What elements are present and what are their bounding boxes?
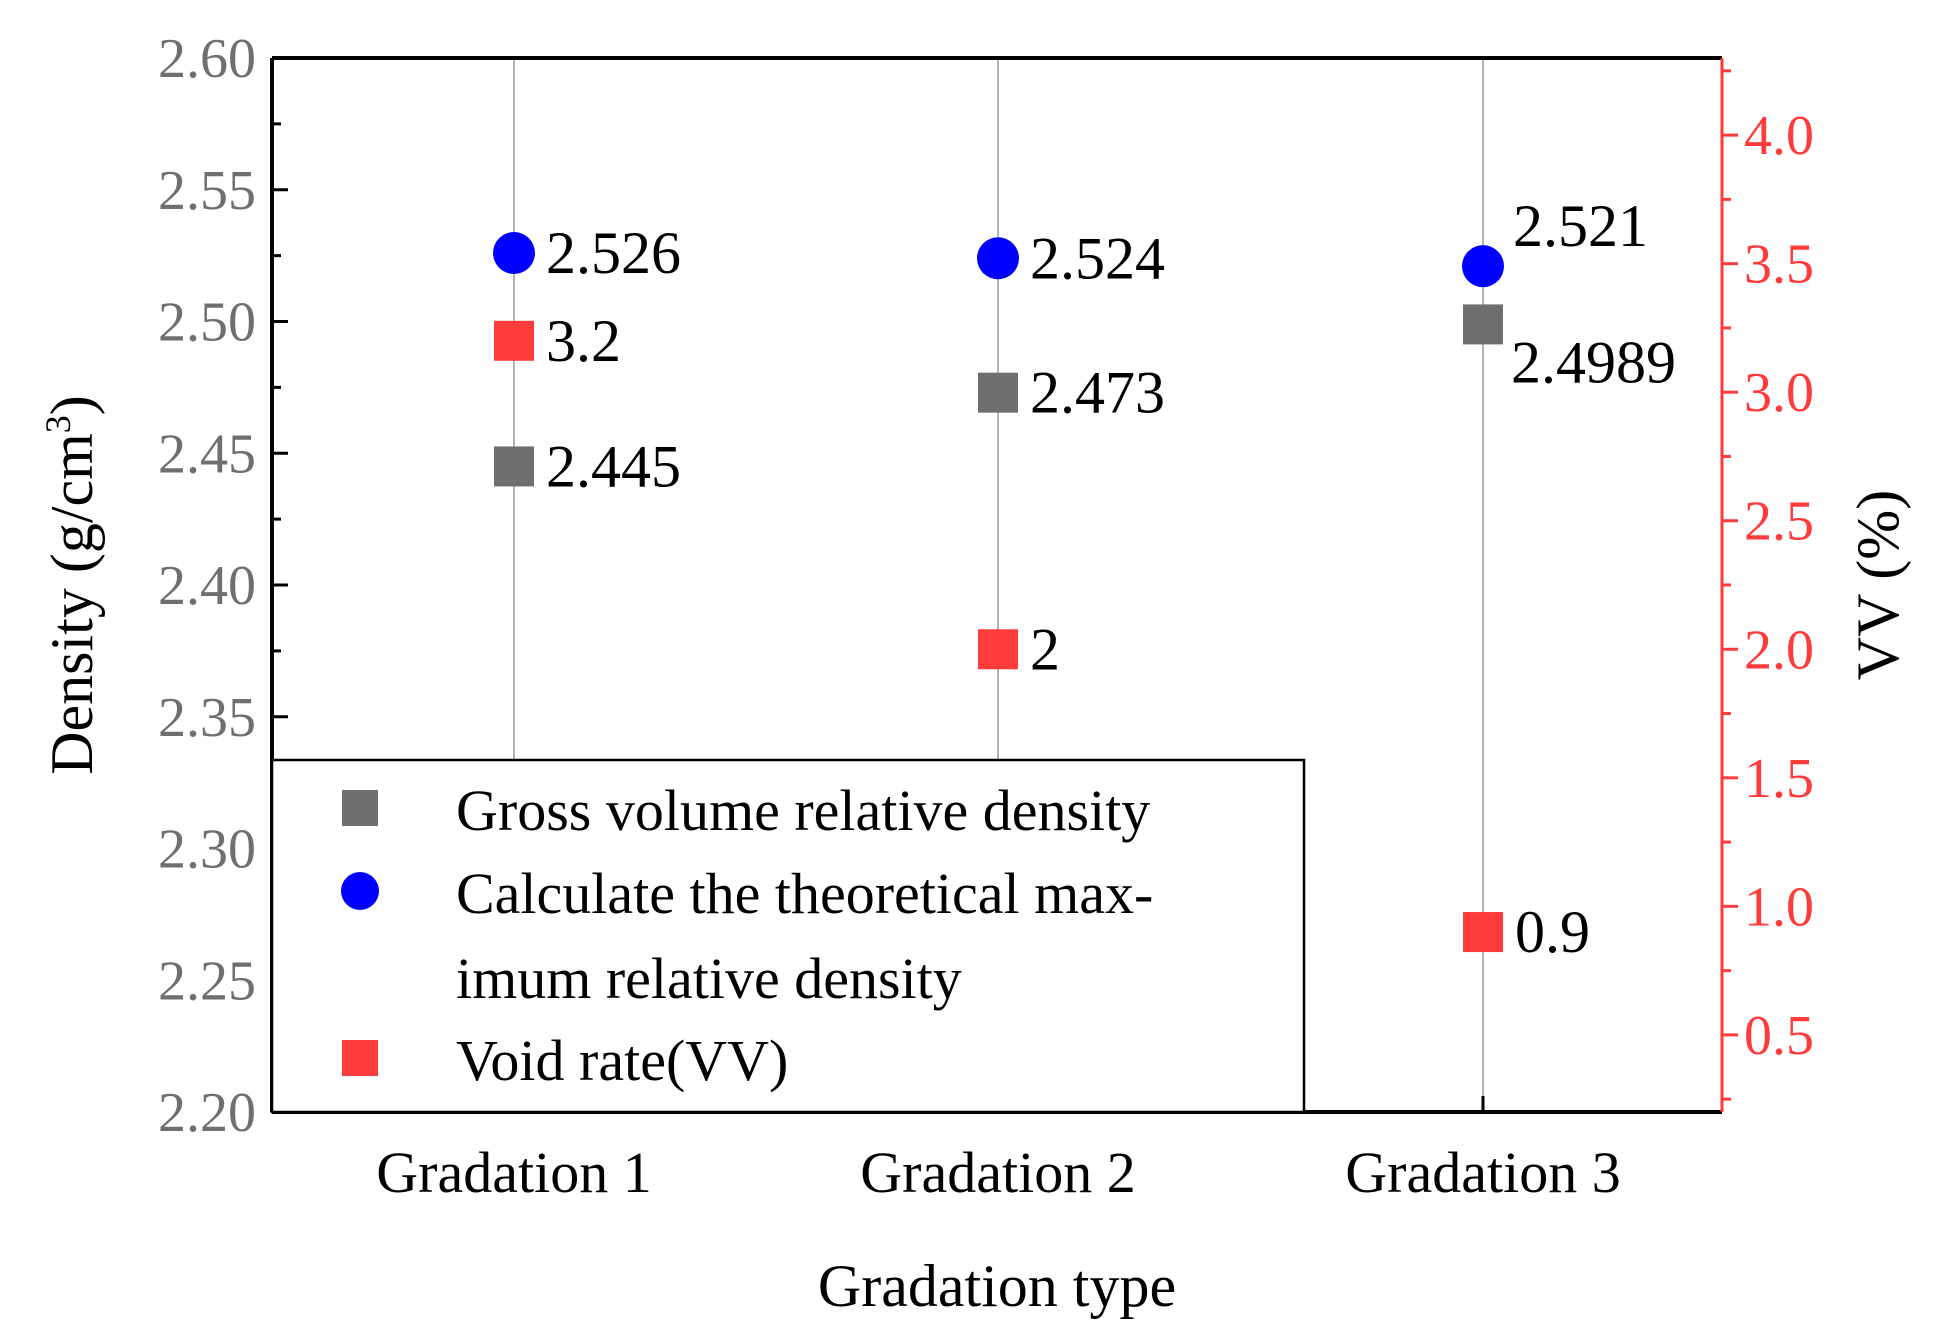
point-s1-3 xyxy=(1463,304,1503,345)
data-label-s2-1: 2.526 xyxy=(546,220,681,286)
right-tick-label: 1.5 xyxy=(1744,748,1814,810)
legend-marker-2 xyxy=(341,872,379,910)
data-label-s2-3: 2.521 xyxy=(1513,193,1648,259)
y-axis-title-main: Density (g/cm xyxy=(39,433,105,775)
point-s2-2 xyxy=(977,237,1019,280)
left-tick-label: 2.50 xyxy=(158,292,256,354)
right-tick-label: 3.0 xyxy=(1744,362,1814,424)
legend-box xyxy=(270,758,1306,1114)
left-tick-label: 2.25 xyxy=(158,950,256,1012)
point-s1-2 xyxy=(978,372,1018,413)
data-label-s1-2: 2.473 xyxy=(1030,360,1165,426)
legend-label-2: Calculate the theoretical max- xyxy=(456,861,1153,926)
left-tick-label: 2.60 xyxy=(158,28,256,90)
data-label-s3-1: 3.2 xyxy=(546,308,621,374)
data-marks xyxy=(493,231,1504,953)
right-tick-label: 1.0 xyxy=(1744,876,1814,938)
point-s2-1 xyxy=(493,231,535,274)
legend-marker-3 xyxy=(342,1040,378,1076)
data-label-s3-3: 0.9 xyxy=(1515,899,1590,965)
x-axis-title: Gradation type xyxy=(818,1253,1176,1319)
data-labels: 2.445 2.473 2.4989 2.526 2.524 2.521 3.2 2 0.9 xyxy=(546,193,1676,965)
legend-label-2: imum relative density xyxy=(456,946,962,1011)
y2-axis-title: VV (%) xyxy=(1845,490,1911,681)
left-tick-label: 2.55 xyxy=(158,160,256,222)
x-tick-label: Gradation 2 xyxy=(860,1140,1135,1205)
point-s2-3 xyxy=(1462,245,1504,288)
data-label-s1-3: 2.4989 xyxy=(1511,329,1676,395)
point-s1-1 xyxy=(494,446,534,487)
right-tick-label: 4.0 xyxy=(1744,105,1814,167)
left-tick-label: 2.30 xyxy=(158,819,256,881)
y-axis-title-superscript: 3 xyxy=(38,415,78,433)
y-axis-title-close: ) xyxy=(39,395,105,415)
y-axis-title: Density (g/cm3) xyxy=(38,395,105,775)
x-tick-label: Gradation 1 xyxy=(376,1140,651,1205)
x-tick-label: Gradation 3 xyxy=(1345,1140,1620,1205)
right-tick-label: 0.5 xyxy=(1744,1005,1814,1067)
legend-marker-1 xyxy=(342,790,378,826)
left-tick-label: 2.35 xyxy=(158,687,256,749)
left-tick-label: 2.40 xyxy=(158,555,256,617)
point-s3-1 xyxy=(494,320,534,361)
right-tick-label: 2.5 xyxy=(1744,491,1814,553)
right-tick-label: 2.0 xyxy=(1744,619,1814,681)
point-s3-2 xyxy=(978,629,1018,670)
data-label-s1-1: 2.445 xyxy=(546,433,681,499)
legend-label-3: Void rate(VV) xyxy=(456,1028,788,1093)
point-s3-3 xyxy=(1463,912,1503,953)
right-tick-label: 3.5 xyxy=(1744,234,1814,296)
legend: Gross volume relative density Calculate t… xyxy=(270,758,1306,1114)
left-tick-label: 2.45 xyxy=(158,423,256,485)
left-tick-label: 2.20 xyxy=(158,1082,256,1144)
data-label-s3-2: 2 xyxy=(1030,616,1060,682)
data-label-s2-2: 2.524 xyxy=(1030,225,1165,291)
legend-label-1: Gross volume relative density xyxy=(456,778,1150,843)
